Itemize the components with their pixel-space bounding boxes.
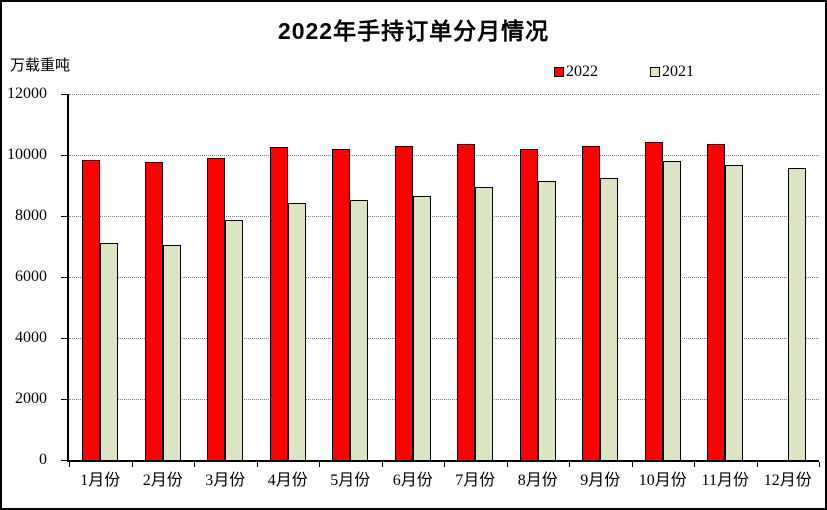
x-axis-tick [444, 462, 445, 467]
bar-2022-3月份 [207, 158, 226, 460]
y-axis-tick [61, 155, 67, 156]
bar-2022-1月份 [82, 159, 101, 460]
bar-2022-4月份 [269, 147, 288, 460]
y-axis-tick [61, 460, 67, 461]
bar-2021-1月份 [100, 243, 119, 460]
gridline-4000 [69, 338, 819, 339]
legend-item-2021: 2021 [650, 63, 694, 81]
x-tick-label-7月份: 7月份 [455, 472, 496, 489]
x-tick-label-2月份: 2月份 [142, 472, 183, 489]
x-axis-tick [319, 462, 320, 467]
x-axis-tick [631, 462, 633, 467]
bar-2022-9月份 [582, 146, 601, 460]
x-tick-label-10月份: 10月份 [638, 472, 687, 489]
x-tick-label-12月份: 12月份 [763, 472, 812, 489]
bar-2021-9月份 [600, 178, 619, 460]
x-axis-tick [381, 462, 383, 467]
x-axis-tick [69, 462, 70, 467]
y-axis-tick [61, 94, 67, 95]
x-tick-label-1月份: 1月份 [80, 472, 121, 489]
x-axis-tick [194, 462, 195, 467]
bar-2022-6月份 [394, 146, 413, 460]
x-axis-tick [131, 462, 133, 467]
legend-swatch-2021 [650, 67, 660, 77]
bar-2021-4月份 [287, 202, 306, 460]
bar-2021-5月份 [350, 200, 369, 460]
bar-2022-7月份 [457, 144, 476, 460]
bar-2021-8月份 [537, 180, 556, 460]
legend-swatch-2022 [554, 67, 564, 77]
legend-item-2022: 2022 [554, 63, 598, 81]
gridline-6000 [69, 277, 819, 278]
y-tick-label-0: 0 [39, 451, 47, 468]
x-tick-label-3月份: 3月份 [205, 472, 246, 489]
bar-2022-5月份 [332, 148, 351, 460]
x-axis-tick [569, 462, 570, 467]
x-tick-label-11月份: 11月份 [701, 472, 749, 489]
x-tick-label-5月份: 5月份 [330, 472, 371, 489]
y-axis-tick [61, 216, 67, 217]
x-axis-tick [756, 462, 758, 467]
y-axis-tick [61, 399, 67, 400]
bar-2022-2月份 [144, 161, 163, 460]
x-tick-label-6月份: 6月份 [392, 472, 433, 489]
x-axis-tick [506, 462, 508, 467]
y-axis-unit-label: 万载重吨 [10, 57, 71, 74]
y-tick-label-2000: 2000 [15, 390, 47, 407]
legend: 2022 2021 [554, 63, 694, 81]
gridline-2000 [69, 399, 819, 400]
gridline-12000 [69, 94, 819, 95]
gridline-8000 [69, 216, 819, 217]
bar-2022-11月份 [707, 144, 726, 460]
x-axis-tick [256, 462, 258, 467]
bar-2021-10月份 [662, 160, 681, 460]
chart-title: 2022年手持订单分月情况 [277, 18, 550, 44]
bar-2022-8月份 [519, 148, 538, 460]
bar-2022-10月份 [644, 141, 663, 460]
y-tick-label-4000: 4000 [15, 329, 47, 346]
plot-area: 0 2000 4000 6000 8000 10000 12000 1月份 2月份 3月份 4月份 5… [7, 85, 820, 489]
bar-2021-12月份 [787, 167, 806, 460]
y-tick-label-8000: 8000 [15, 207, 47, 224]
y-tick-label-10000: 10000 [7, 146, 47, 163]
bar-2021-6月份 [412, 195, 431, 460]
x-tick-label-9月份: 9月份 [580, 472, 621, 489]
y-tick-label-6000: 6000 [15, 268, 47, 285]
y-axis-tick [61, 277, 67, 278]
y-tick-label-12000: 12000 [7, 85, 47, 102]
bar-2021-3月份 [225, 220, 244, 460]
legend-label-2021: 2021 [662, 63, 694, 80]
legend-label-2022: 2022 [566, 63, 598, 80]
x-tick-label-8月份: 8月份 [517, 472, 558, 489]
bar-2021-11月份 [725, 165, 744, 460]
x-axis-tick [694, 462, 695, 467]
bar-2021-2月份 [162, 244, 181, 460]
x-tick-label-4月份: 4月份 [267, 472, 308, 489]
bar-2021-7月份 [475, 187, 494, 460]
x-axis-tick [819, 462, 820, 467]
y-axis-tick [61, 338, 67, 339]
gridline-10000 [69, 155, 819, 156]
